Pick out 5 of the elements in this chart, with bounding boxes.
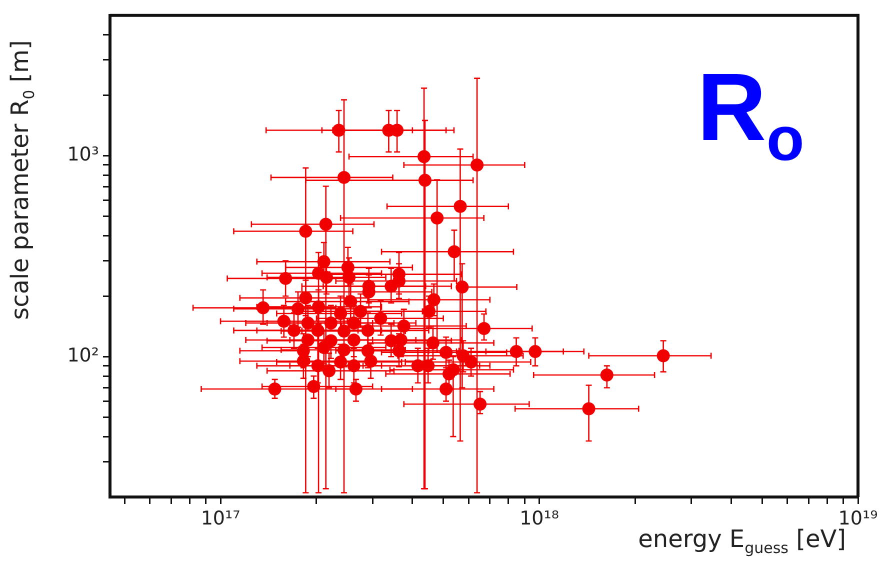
x-tick-label: 10¹⁸ — [520, 507, 559, 530]
y-tick-label: 10² — [67, 344, 99, 367]
annotation: R$_{o}$ — [697, 54, 804, 174]
x-tick-label: 10¹⁷ — [200, 507, 240, 530]
y-tick-label: 10³ — [67, 144, 99, 166]
